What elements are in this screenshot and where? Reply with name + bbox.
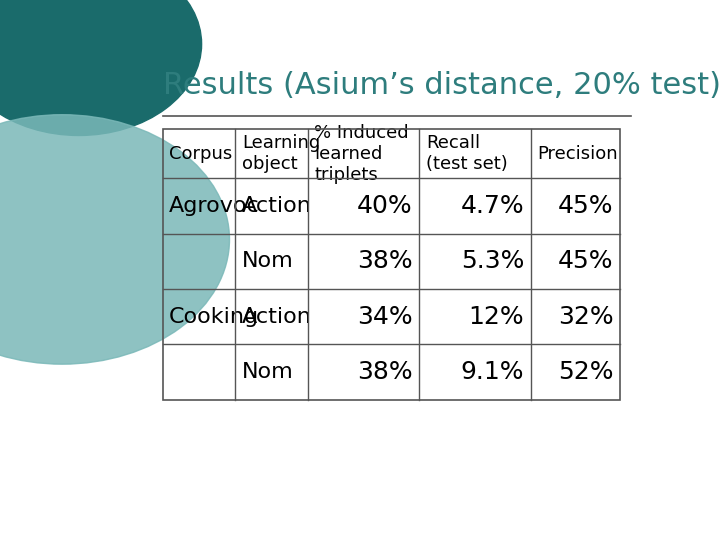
Text: Learning
object: Learning object: [242, 134, 320, 173]
Text: 52%: 52%: [558, 360, 613, 384]
Circle shape: [0, 114, 230, 364]
Text: 4.7%: 4.7%: [461, 194, 524, 218]
Text: Action: Action: [242, 196, 312, 216]
Text: 9.1%: 9.1%: [461, 360, 524, 384]
Bar: [163, 129, 620, 400]
Text: 38%: 38%: [357, 249, 413, 273]
Text: Recall
(test set): Recall (test set): [426, 134, 508, 173]
Text: Results (Asium’s distance, 20% test): Results (Asium’s distance, 20% test): [163, 71, 720, 100]
Text: 45%: 45%: [558, 194, 613, 218]
Text: 34%: 34%: [357, 305, 413, 328]
Text: 40%: 40%: [357, 194, 413, 218]
Text: Action: Action: [242, 307, 312, 327]
Text: Agrovoc: Agrovoc: [169, 196, 260, 216]
Text: 38%: 38%: [357, 360, 413, 384]
Circle shape: [0, 0, 202, 136]
Text: 45%: 45%: [558, 249, 613, 273]
Text: 5.3%: 5.3%: [461, 249, 524, 273]
Text: 32%: 32%: [558, 305, 613, 328]
Text: Nom: Nom: [242, 362, 294, 382]
Text: Nom: Nom: [242, 251, 294, 271]
Text: 12%: 12%: [469, 305, 524, 328]
Text: % Induced
learned
triplets: % Induced learned triplets: [315, 124, 409, 184]
Text: Corpus: Corpus: [169, 145, 233, 163]
Text: Cooking: Cooking: [169, 307, 259, 327]
Text: Precision: Precision: [538, 145, 618, 163]
